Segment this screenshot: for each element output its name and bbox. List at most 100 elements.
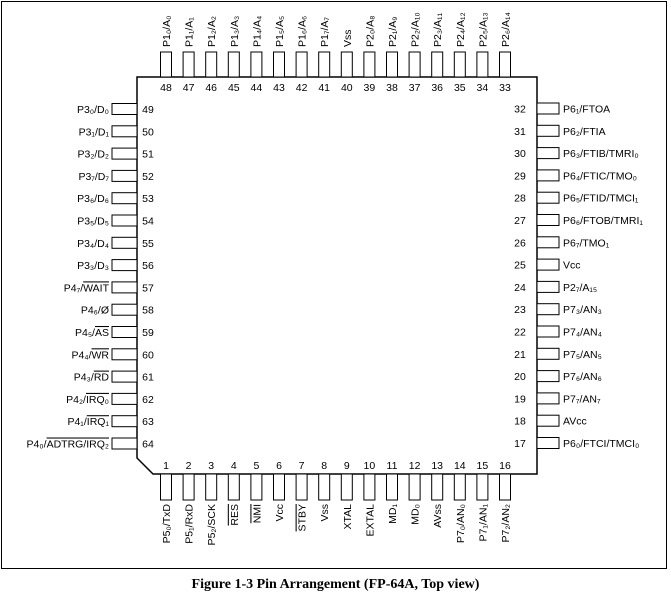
pin-1-label: P5₀/TxD [161, 504, 173, 544]
pin-9: 9 XTAL [340, 460, 354, 529]
pin-2-label: P5₁/RxD [184, 504, 196, 544]
pin-61-label: P4₃/RD [74, 372, 110, 384]
pin-36: 36 P2₃/A₁₁ [431, 12, 444, 94]
pin-31-lead [536, 124, 560, 137]
pin-56-lead [111, 259, 138, 272]
pin-44-number: 44 [251, 82, 263, 94]
pin-50-number: 50 [142, 126, 154, 138]
pin-45-lead [227, 51, 240, 78]
pin-6-number: 6 [276, 460, 282, 472]
pin-23-label: P7₃/AN₃ [563, 304, 602, 316]
pin-15-lead [476, 473, 489, 501]
pin-25-lead [536, 258, 560, 271]
pin-32-lead [536, 102, 560, 115]
pin-46-label: P1₂/A₂ [206, 16, 218, 47]
pin-13-lead [431, 473, 444, 501]
pin-47: 47 P1₁/A₁ [182, 17, 196, 94]
pin-20-number: 20 [514, 371, 526, 383]
pin-46-lead [205, 51, 218, 78]
pin-33-label: P2₆/A₁₄ [500, 12, 512, 47]
pin-58-lead [111, 303, 138, 316]
pin-48-label: P1₀/A₀ [161, 16, 173, 47]
pin-58-label: P4₆/Ø [81, 305, 109, 317]
pin-16-lead [499, 473, 511, 501]
pin-34-number: 34 [477, 82, 489, 94]
pin-12-lead [408, 473, 421, 501]
pin-diagram: 1 P5₀/TxD 2 P5₁/RxD 3 P5₂/SCK 4 RES 5 NMI 6 Vcc 7 STB… [26, 12, 643, 545]
pin-37-lead [408, 51, 421, 78]
pin-16-label: P7₂/AN₂ [500, 504, 512, 543]
pin-36-lead [431, 51, 444, 78]
pin-51-label: P3₂/D₂ [78, 149, 110, 161]
pin-8-lead [318, 473, 331, 501]
pin-26-label: P6₇/TMO₁ [563, 237, 610, 249]
pin-34-label: P2₅/A₁₃ [477, 12, 489, 47]
pin-5-label: NMI [251, 504, 263, 523]
pin-63-lead [111, 415, 138, 428]
pin-63-label: P4₁/IRQ₁ [67, 416, 109, 428]
pin-2: 2 P5₁/RxD [182, 460, 196, 544]
pin-3-label: P5₂/SCK [206, 504, 218, 545]
pin-24-number: 24 [514, 282, 526, 294]
pin-60-label: P4₄/WR [71, 349, 109, 361]
pin-8: 8 Vss [318, 460, 331, 522]
pin-4-label: RES [229, 504, 241, 526]
pin-16-number: 16 [499, 460, 511, 472]
pin-64-label: P4₀/ADTRG/IRQ₂ [26, 439, 109, 451]
pin-15-label: P7₁/AN₁ [477, 504, 489, 542]
pin-19-number: 19 [514, 393, 526, 405]
pin-61-lead [111, 370, 138, 383]
pin-42-label: P1₆/A₆ [297, 16, 309, 47]
pin-23: 23 P7₃/AN₃ [514, 303, 602, 316]
pin-7-label: STBY [297, 504, 309, 531]
pin-6-lead [273, 473, 285, 501]
pin-2-lead [182, 473, 195, 501]
pin-48: 48 P1₀/A₀ [160, 16, 173, 94]
pin-50-label: P3₁/D₁ [79, 126, 110, 138]
pin-27-label: P6₆/FTOB/TMRI₁ [563, 215, 643, 227]
pin-25: 25 Vcc [514, 258, 581, 272]
pin-29: 29 P6₄/FTIC/TMO₀ [514, 169, 637, 182]
pin-28-lead [536, 191, 560, 204]
pin-38: 38 P2₁/A₉ [386, 17, 399, 94]
pin-13: 13 AVss [431, 460, 444, 528]
pin-21-lead [536, 347, 560, 360]
pin-5-lead [250, 473, 263, 501]
pin-41-number: 41 [318, 82, 330, 94]
pin-52: 52 P3₇/D₇ [78, 169, 154, 183]
pin-14-lead [453, 473, 466, 501]
pin-56: 56 P3₃/D₃ [77, 259, 154, 272]
pin-57-lead [111, 281, 138, 294]
pin-37-label: P2₂/A₁₀ [410, 12, 422, 47]
pin-35-lead [453, 51, 466, 78]
pin-17-label: P6₀/FTCI/TMCI₀ [563, 438, 639, 450]
pin-43-label: P1₅/A₅ [274, 16, 286, 47]
pin-20-lead [536, 370, 560, 383]
pin-58-number: 58 [142, 305, 154, 317]
pin-25-label: Vcc [563, 260, 581, 272]
pin-49-number: 49 [142, 104, 154, 116]
pin-47-label: P1₁/A₁ [184, 17, 196, 47]
pin-11-label: MD₁ [387, 504, 399, 524]
pin-57-number: 57 [142, 282, 154, 294]
pin-51: 51 P3₂/D₂ [78, 147, 154, 161]
pin-3: 3 P5₂/SCK [205, 460, 218, 545]
pin-49-label: P3₀/D₀ [77, 104, 109, 116]
pin-16: 16 P7₂/AN₂ [499, 460, 512, 543]
pin-62: 62 P4₂/IRQ₀ [66, 392, 154, 406]
pin-41-label: P1₇/A₇ [319, 17, 331, 47]
pin-23-lead [536, 303, 560, 316]
pin-32: 32 P6₁/FTOA [514, 102, 610, 116]
pin-46: 46 P1₂/A₂ [205, 16, 218, 94]
pin-22-lead [536, 325, 560, 338]
pin-37-number: 37 [409, 82, 421, 94]
pin-40-lead [340, 51, 353, 78]
pin-35-number: 35 [454, 82, 466, 94]
pin-54-label: P3₅/D₅ [77, 216, 109, 228]
pin-60: 60 P4₄/WR [71, 348, 154, 361]
pin-28-number: 28 [514, 193, 526, 205]
pin-42-lead [295, 51, 308, 78]
pin-31: 31 P6₂/FTIA [514, 124, 606, 138]
pin-17: 17 P6₀/FTCI/TMCI₀ [514, 437, 639, 450]
pin-30-lead [536, 147, 560, 160]
